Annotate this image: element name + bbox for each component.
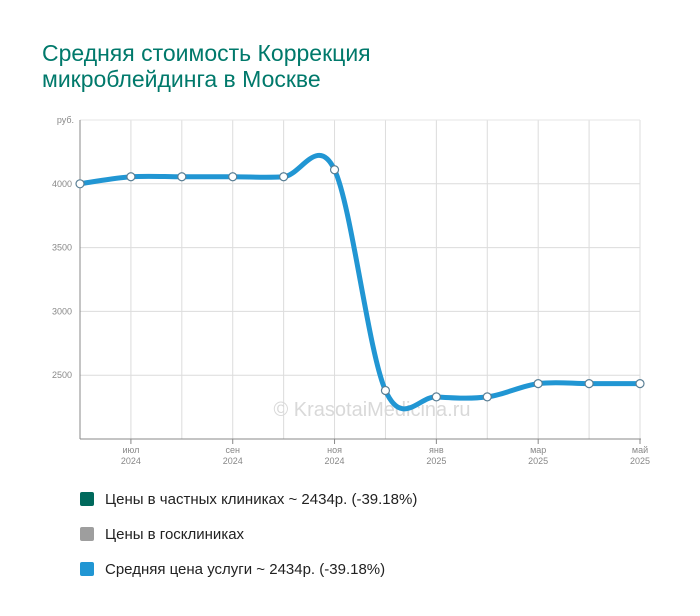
legend-swatch-public: [80, 527, 94, 541]
series-line-average-price: [77, 152, 643, 412]
chart-title-line-1: Средняя стоимость Коррекция: [42, 40, 371, 66]
x-tick-month: мар: [530, 445, 546, 455]
y-tick-label: 3500: [52, 243, 72, 253]
horizontal-grid: [80, 119, 640, 376]
legend-label-private: Цены в частных клиниках ~ 2434р. (-39.18…: [105, 490, 418, 508]
x-tick-year: 2025: [630, 456, 650, 466]
legend-label-public: Цены в госклиниках: [105, 525, 245, 543]
data-point: [279, 172, 289, 182]
x-tick-year: 2025: [528, 456, 548, 466]
x-tick-month: янв: [429, 445, 444, 455]
data-point: [482, 392, 492, 402]
x-tick-year: 2024: [223, 456, 243, 466]
legend-item-average[interactable]: Средняя цена услуги ~ 2434р. (-39.18%): [80, 558, 417, 580]
legend-item-public[interactable]: Цены в госклиниках: [80, 523, 417, 545]
x-tick-labels: июл2024сен2024ноя2024янв2025мар2025май20…: [121, 439, 650, 466]
data-point: [329, 165, 340, 175]
data-point: [380, 385, 391, 396]
data-point: [126, 172, 136, 182]
legend-swatch-average: [80, 562, 94, 576]
x-tick-month: июл: [122, 445, 139, 455]
x-tick-year: 2024: [325, 456, 345, 466]
series-points: [75, 165, 645, 402]
data-point: [177, 172, 187, 182]
data-point: [635, 379, 645, 389]
y-axis-unit: руб.: [57, 115, 74, 125]
chart-title-line-2: микроблейдинга в Москве: [42, 66, 321, 92]
y-tick-label: 4000: [52, 179, 72, 189]
y-tick-label: 2500: [52, 370, 72, 380]
data-point: [584, 379, 594, 389]
chart-title: Средняя стоимость Коррекция микроблейдин…: [42, 40, 642, 92]
legend-label-average: Средняя цена услуги ~ 2434р. (-39.18%): [105, 560, 386, 578]
data-point: [228, 172, 238, 182]
watermark-text: © KrasotaiMedicina.ru: [273, 399, 470, 421]
legend-item-private[interactable]: Цены в частных клиниках ~ 2434р. (-39.18…: [80, 488, 417, 510]
data-point: [75, 179, 85, 189]
legend: Цены в частных клиниках ~ 2434р. (-39.18…: [80, 488, 417, 593]
x-tick-year: 2024: [121, 456, 141, 466]
y-tick-label: 3000: [52, 306, 72, 316]
y-tick-labels: 2500 3000 3500 4000: [52, 179, 72, 380]
x-tick-year: 2025: [426, 456, 446, 466]
legend-swatch-private: [80, 492, 94, 506]
x-tick-month: сен: [225, 445, 240, 455]
x-tick-month: май: [632, 445, 648, 455]
data-point: [533, 379, 543, 389]
data-point: [431, 392, 441, 402]
x-tick-month: ноя: [327, 445, 342, 455]
